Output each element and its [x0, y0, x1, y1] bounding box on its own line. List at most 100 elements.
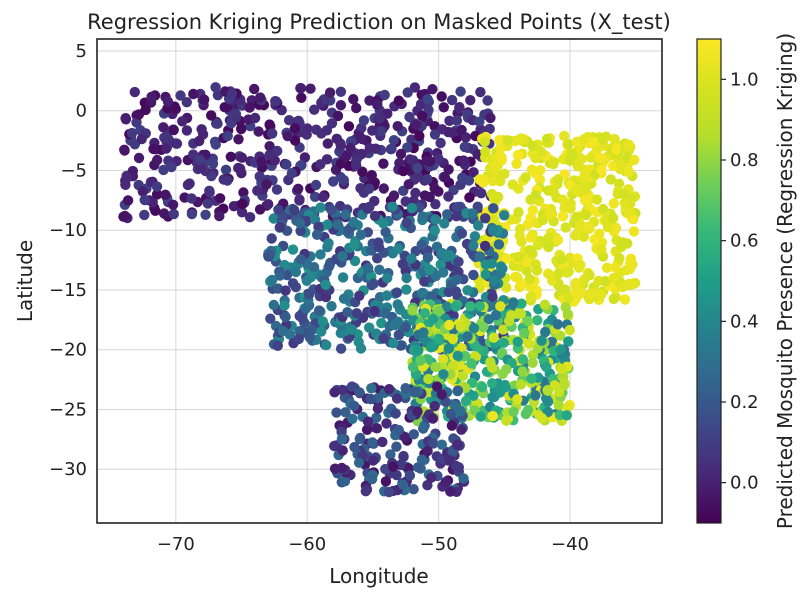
scatter-point	[416, 239, 427, 250]
scatter-point	[449, 400, 460, 411]
scatter-point	[152, 154, 163, 166]
scatter-point	[608, 212, 619, 224]
scatter-point	[580, 209, 591, 221]
scatter-point	[390, 408, 401, 419]
scatter-point	[438, 102, 449, 113]
scatter-point	[585, 288, 597, 299]
scatter-point	[591, 194, 603, 205]
scatter-point	[336, 462, 347, 474]
scatter-point	[479, 240, 491, 252]
scatter-point	[354, 290, 365, 301]
scatter-point	[379, 89, 390, 101]
scatter-point	[453, 256, 464, 267]
scatter-point	[623, 139, 635, 150]
scatter-point	[431, 381, 443, 392]
scatter-point	[525, 232, 536, 243]
colorbar-tick-label: 0.0	[730, 473, 759, 494]
scatter-point	[570, 277, 581, 289]
scatter-point	[450, 286, 462, 297]
scatter-point	[372, 99, 383, 111]
scatter-point	[336, 434, 348, 445]
scatter-point	[204, 187, 215, 198]
scatter-point	[625, 257, 636, 269]
scatter-points	[118, 82, 641, 498]
scatter-point	[546, 184, 558, 196]
scatter-point	[338, 293, 350, 304]
scatter-point	[341, 151, 352, 162]
scatter-point	[540, 326, 551, 338]
scatter-point	[486, 258, 497, 269]
scatter-point	[364, 95, 375, 106]
scatter-point	[280, 311, 291, 323]
scatter-point	[391, 393, 403, 404]
colorbar-tick-label: 0.6	[730, 231, 759, 252]
scatter-point	[122, 195, 134, 206]
scatter-point	[501, 282, 512, 293]
scatter-point	[236, 123, 247, 135]
scatter-point	[479, 136, 490, 147]
scatter-point	[623, 166, 634, 177]
scatter-point	[422, 354, 434, 365]
scatter-point	[465, 301, 476, 312]
scatter-point	[380, 226, 391, 238]
scatter-point	[346, 381, 358, 392]
scatter-point	[596, 244, 607, 255]
y-tick-label: −10	[49, 220, 87, 241]
scatter-point	[340, 209, 351, 220]
scatter-point	[315, 249, 326, 260]
y-tick-label: −15	[49, 280, 87, 301]
scatter-point	[351, 102, 362, 114]
scatter-point	[578, 134, 590, 145]
scatter-point	[358, 115, 370, 126]
scatter-point	[579, 169, 591, 180]
scatter-point	[457, 172, 468, 183]
scatter-point	[542, 385, 553, 396]
scatter-point	[515, 308, 527, 319]
scatter-point	[614, 253, 625, 264]
scatter-point	[168, 208, 179, 220]
scatter-point	[426, 472, 437, 483]
scatter-point	[263, 199, 274, 210]
scatter-point	[407, 361, 419, 373]
scatter-point	[315, 202, 326, 213]
x-tick-label: −40	[551, 534, 589, 555]
scatter-point	[456, 342, 467, 354]
scatter-point	[349, 239, 360, 250]
scatter-point	[335, 86, 347, 98]
scatter-point	[596, 164, 607, 175]
scatter-point	[579, 195, 591, 206]
scatter-point	[220, 164, 232, 175]
colorbar-tick-label: 0.2	[730, 392, 759, 413]
scatter-point	[335, 100, 347, 111]
scatter-point	[335, 343, 347, 354]
scatter-point	[378, 158, 389, 169]
scatter-point	[270, 96, 281, 107]
scatter-point	[364, 322, 375, 333]
scatter-point	[331, 407, 342, 418]
scatter-point	[423, 373, 434, 385]
scatter-point	[530, 390, 541, 401]
scatter-point	[162, 96, 174, 107]
scatter-point	[512, 251, 524, 263]
scatter-point	[615, 159, 627, 170]
scatter-point	[398, 165, 409, 177]
scatter-point	[272, 340, 283, 351]
scatter-point	[525, 291, 537, 302]
scatter-point	[447, 447, 458, 458]
scatter-point	[372, 403, 384, 414]
scatter-point	[427, 413, 439, 424]
scatter-point	[385, 449, 396, 460]
scatter-point	[256, 156, 267, 167]
scatter-point	[478, 321, 489, 333]
scatter-point	[168, 124, 179, 136]
scatter-point	[473, 220, 484, 231]
scatter-point	[456, 124, 467, 136]
x-tick-label: −60	[288, 534, 326, 555]
scatter-point	[214, 193, 226, 204]
scatter-point	[623, 278, 635, 290]
scatter-point	[520, 408, 531, 420]
scatter-point	[520, 172, 531, 183]
scatter-point	[294, 194, 305, 205]
scatter-point	[465, 95, 476, 106]
scatter-point	[264, 249, 275, 261]
